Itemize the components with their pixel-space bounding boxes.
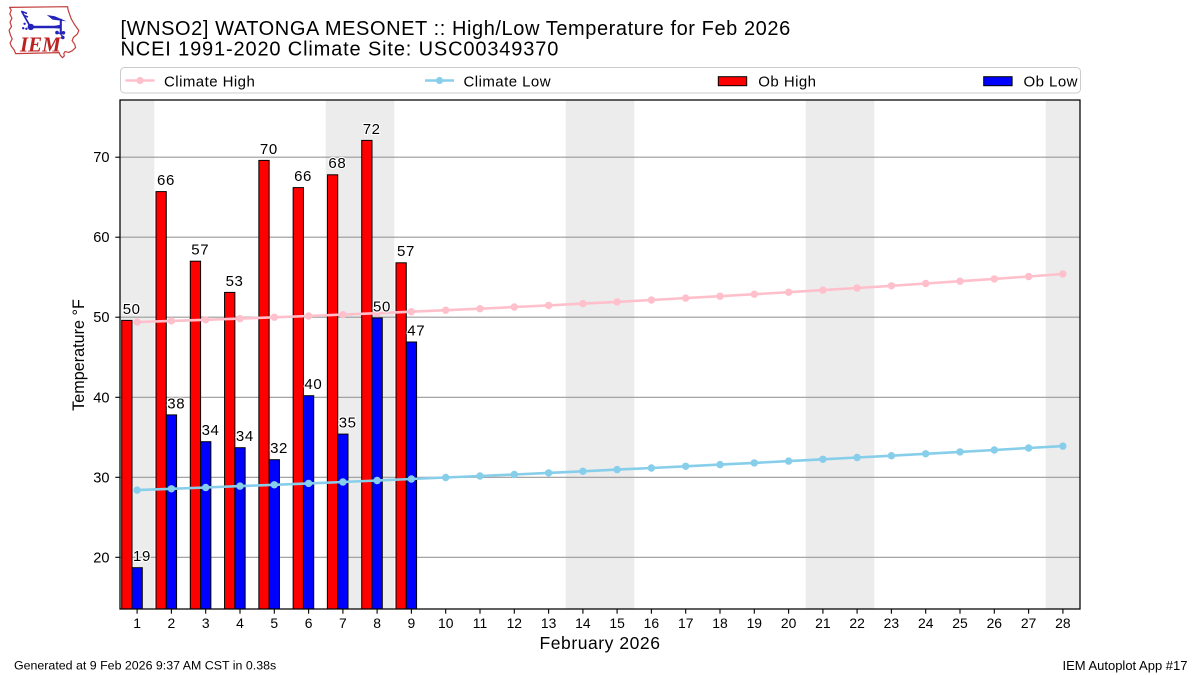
svg-text:21: 21 (815, 615, 831, 631)
svg-text:40: 40 (304, 376, 322, 393)
svg-text:22: 22 (849, 615, 865, 631)
svg-text:35: 35 (339, 415, 357, 432)
svg-text:66: 66 (294, 168, 312, 185)
svg-text:2: 2 (168, 615, 176, 631)
svg-text:66: 66 (157, 172, 175, 189)
svg-text:27: 27 (1021, 615, 1037, 631)
svg-text:February 2026: February 2026 (540, 633, 661, 653)
svg-text:1: 1 (133, 615, 141, 631)
svg-text:25: 25 (952, 615, 968, 631)
svg-text:Ob High: Ob High (758, 73, 816, 90)
svg-text:18: 18 (712, 615, 728, 631)
svg-text:30: 30 (93, 470, 109, 486)
svg-text:17: 17 (678, 615, 694, 631)
svg-text:34: 34 (236, 428, 254, 445)
svg-text:13: 13 (541, 615, 557, 631)
svg-text:70: 70 (260, 141, 278, 158)
svg-text:50: 50 (93, 310, 109, 326)
svg-text:19: 19 (747, 615, 763, 631)
svg-text:7: 7 (339, 615, 347, 631)
svg-text:70: 70 (93, 150, 109, 166)
svg-text:Climate High: Climate High (164, 73, 255, 90)
svg-text:34: 34 (202, 422, 220, 439)
svg-text:16: 16 (644, 615, 660, 631)
svg-text:Ob Low: Ob Low (1024, 73, 1078, 90)
svg-text:9: 9 (408, 615, 416, 631)
svg-text:50: 50 (123, 301, 141, 318)
svg-text:3: 3 (202, 615, 210, 631)
svg-text:60: 60 (93, 230, 109, 246)
svg-text:68: 68 (328, 155, 346, 172)
svg-text:5: 5 (270, 615, 278, 631)
svg-text:IEM: IEM (19, 32, 62, 56)
svg-text:40: 40 (93, 390, 109, 406)
svg-text:20: 20 (93, 550, 109, 566)
svg-text:28: 28 (1055, 615, 1071, 631)
svg-text:Temperature °F: Temperature °F (70, 299, 88, 411)
svg-text:57: 57 (397, 243, 415, 260)
svg-text:14: 14 (575, 615, 591, 631)
svg-text:11: 11 (473, 615, 488, 631)
svg-text:[WNSO2] WATONGA MESONET :: Hig: [WNSO2] WATONGA MESONET :: High/Low Temp… (121, 18, 791, 40)
svg-text:26: 26 (987, 615, 1003, 631)
svg-text:50: 50 (373, 298, 391, 315)
svg-text:53: 53 (226, 273, 244, 290)
svg-text:72: 72 (363, 121, 381, 138)
svg-text:19: 19 (133, 548, 151, 565)
svg-text:8: 8 (373, 615, 381, 631)
svg-text:6: 6 (305, 615, 313, 631)
svg-text:20: 20 (781, 615, 797, 631)
svg-text:32: 32 (270, 440, 288, 457)
svg-text:12: 12 (507, 615, 523, 631)
svg-text:10: 10 (438, 615, 454, 631)
svg-text:Generated at 9 Feb 2026 9:37 A: Generated at 9 Feb 2026 9:37 AM CST in 0… (14, 659, 276, 673)
svg-text:NCEI 1991-2020 Climate Site: U: NCEI 1991-2020 Climate Site: USC00349370 (121, 39, 560, 61)
svg-text:24: 24 (918, 615, 934, 631)
svg-text:38: 38 (167, 395, 185, 412)
svg-text:Climate Low: Climate Low (464, 73, 551, 90)
svg-text:57: 57 (191, 242, 209, 259)
svg-text:IEM Autoplot App #17: IEM Autoplot App #17 (1062, 658, 1187, 673)
svg-text:47: 47 (407, 322, 425, 339)
svg-text:15: 15 (609, 615, 625, 631)
svg-text:23: 23 (884, 615, 900, 631)
svg-text:4: 4 (236, 615, 244, 631)
